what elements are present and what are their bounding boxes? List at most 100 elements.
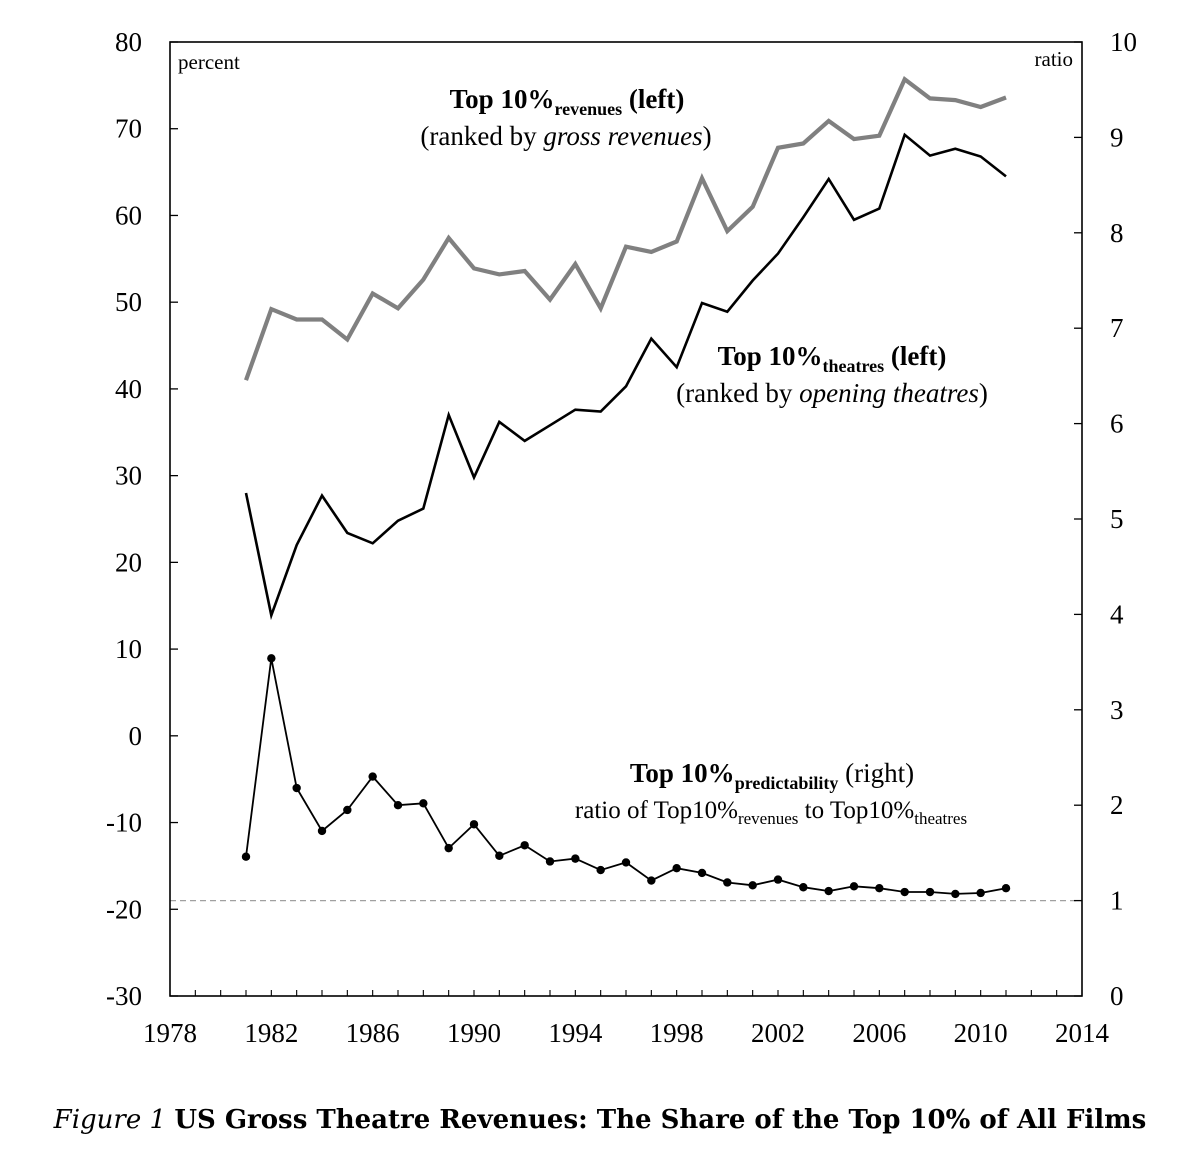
- right-axis-tick-label: 7: [1110, 313, 1124, 343]
- series-3-point: [799, 883, 808, 892]
- annotation-predictability-line2-sub2: theatres: [914, 809, 967, 828]
- annotation-theatres-line2-italic: opening theatres: [799, 378, 979, 408]
- left-axis-tick-label: 20: [115, 547, 142, 577]
- plot-frame: [169, 41, 1083, 997]
- series-3-point: [267, 654, 276, 663]
- series-3-point: [571, 854, 580, 863]
- series-3-point: [419, 799, 428, 808]
- left-axis-tick-label: 70: [115, 114, 142, 144]
- series-3-point: [495, 851, 504, 860]
- left-axis-tick-label: -20: [106, 894, 142, 924]
- series-3-point: [672, 863, 681, 873]
- series-3-point: [976, 888, 985, 898]
- series-3-point: [647, 876, 656, 885]
- right-axis-tick-label: 4: [1110, 599, 1124, 629]
- annotation-theatres-sub: theatres: [822, 356, 884, 376]
- x-axis-tick-label: 2014: [1055, 1018, 1110, 1048]
- right-axis-tick-label: 10: [1110, 27, 1137, 57]
- annotation-predictability-line2-a: ratio of Top10%: [575, 797, 738, 824]
- x-axis-tick-label: 1994: [548, 1018, 603, 1048]
- annotation-theatres-tail: (left): [884, 341, 946, 371]
- axes: 80706050403020100-10-20-3010987654321019…: [106, 27, 1137, 1048]
- right-axis-tick-label: 2: [1110, 790, 1124, 820]
- left-axis-tick-label: 80: [115, 27, 142, 57]
- annotation-revenues-line2-italic: gross revenues: [543, 121, 702, 151]
- series-3-point: [469, 820, 479, 829]
- x-axis-tick-label: 2010: [954, 1018, 1008, 1048]
- annotation-revenues-line2-pre: (ranked by: [420, 121, 543, 151]
- series-line-2: [244, 132, 1007, 621]
- x-axis-tick-label: 2006: [852, 1018, 906, 1048]
- annotation-predictability-main: Top 10%: [630, 758, 735, 788]
- series-3-point: [343, 805, 352, 815]
- series-3-point: [317, 826, 327, 836]
- series-line-1: [244, 76, 1007, 381]
- series-3-point: [900, 887, 909, 897]
- x-axis-tick-label: 1982: [244, 1018, 298, 1048]
- chart: 80706050403020100-10-20-3010987654321019…: [106, 27, 1137, 1048]
- series-3-point: [444, 843, 453, 853]
- left-axis-tick-label: -10: [106, 808, 142, 838]
- series-3-point: [748, 881, 757, 890]
- annotation-predictability-sub: predictability: [735, 773, 839, 793]
- left-axis-tick-label: 40: [115, 374, 142, 404]
- series-3-point: [596, 865, 605, 875]
- x-axis-tick-label: 1978: [143, 1018, 197, 1048]
- annotation-theatres-line1: Top 10%theatres (left): [718, 341, 947, 376]
- series-3-point: [1001, 883, 1011, 893]
- left-axis-tick-label: 10: [115, 634, 142, 664]
- series-3-point: [621, 858, 631, 867]
- series-3-point: [697, 868, 707, 878]
- annotation-revenues-main: Top 10%: [450, 84, 555, 114]
- left-axis-tick-label: -30: [106, 981, 142, 1011]
- annotation-predictability-line2-b: to Top10%: [798, 797, 914, 824]
- left-axis-tick-label: 60: [115, 200, 142, 230]
- series-3-point: [723, 878, 732, 887]
- annotation-revenues-line1: Top 10%revenues (left): [450, 84, 685, 119]
- left-axis-unit-label: percent: [178, 50, 240, 74]
- x-axis-tick-label: 1998: [650, 1018, 704, 1048]
- right-axis-unit-label: ratio: [1035, 47, 1073, 71]
- x-axis-tick-label: 2002: [751, 1018, 805, 1048]
- right-axis-tick-label: 8: [1110, 218, 1124, 248]
- right-axis-tick-label: 1: [1110, 886, 1124, 916]
- x-axis-tick-label: 1990: [447, 1018, 501, 1048]
- series-3-point: [292, 783, 301, 793]
- figure-caption: Figure 1 US Gross Theatre Revenues: The …: [0, 1105, 1200, 1135]
- annotation-theatres-main: Top 10%: [718, 341, 823, 371]
- series-3-point: [925, 887, 935, 897]
- series-3-point: [875, 883, 884, 893]
- series-3-point: [368, 772, 377, 781]
- right-axis-tick-label: 9: [1110, 122, 1124, 152]
- left-axis-tick-label: 30: [115, 461, 142, 491]
- annotation-predictability-line2-sub1: revenues: [738, 809, 798, 828]
- left-axis-tick-label: 50: [115, 287, 142, 317]
- figure-label: Figure 1: [53, 1105, 167, 1135]
- annotation-theatres-line2-pre: (ranked by: [676, 378, 799, 408]
- series-3-point: [824, 886, 833, 896]
- left-axis-tick-label: 0: [129, 721, 143, 751]
- annotation-revenues-sub: revenues: [554, 99, 622, 119]
- series-layer: [241, 76, 1011, 899]
- series-3-point: [545, 857, 555, 866]
- annotation-predictability-line1: Top 10%predictability (right): [630, 758, 914, 793]
- right-axis-tick-label: 5: [1110, 504, 1124, 534]
- right-axis-tick-label: 0: [1110, 981, 1124, 1011]
- series-3-point: [241, 852, 251, 861]
- series-3-point: [393, 801, 403, 810]
- annotation-theatres-line2-post: ): [979, 378, 988, 408]
- series-3-point: [849, 882, 859, 891]
- annotation-predictability-line2: ratio of Top10%revenues to Top10%theatre…: [575, 797, 967, 828]
- x-axis-tick-label: 1986: [346, 1018, 400, 1048]
- series-3-point: [951, 889, 960, 899]
- right-axis-tick-label: 6: [1110, 409, 1124, 439]
- annotation-revenues-line2: (ranked by gross revenues): [420, 121, 711, 151]
- right-axis-tick-label: 3: [1110, 695, 1124, 725]
- series-3-point: [773, 875, 783, 884]
- annotation-theatres-line2: (ranked by opening theatres): [676, 378, 988, 408]
- figure-title: US Gross Theatre Revenues: The Share of …: [174, 1105, 1147, 1135]
- annotation-revenues-tail: (left): [622, 84, 684, 114]
- series-3-point: [520, 841, 529, 850]
- annotation-predictability-tail: (right): [838, 758, 914, 788]
- annotation-revenues-line2-post: ): [703, 121, 712, 151]
